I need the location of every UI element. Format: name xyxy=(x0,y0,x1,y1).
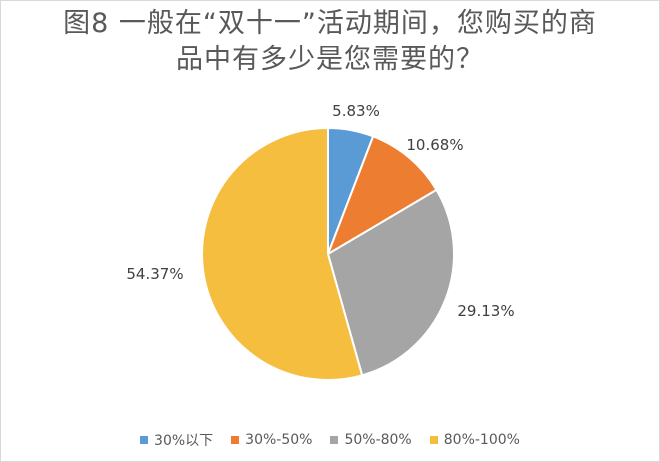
legend-swatch-4 xyxy=(429,436,438,444)
legend-item-3: 50%-80% xyxy=(330,430,412,450)
chart-title-line-2: 品中有多少是您需要的？ xyxy=(176,44,484,75)
pie-slice-2 xyxy=(326,135,438,257)
legend-swatch-2 xyxy=(231,436,240,444)
legend-swatch-3 xyxy=(330,436,339,444)
legend-item-1: 30%以下 xyxy=(140,430,213,450)
pie-data-label-3: 29.13% xyxy=(457,302,514,320)
legend-label-3: 50%-80% xyxy=(344,432,412,448)
pie-slice-4 xyxy=(201,126,364,381)
pie-data-label-4: 54.37% xyxy=(126,265,183,283)
legend-swatch-1 xyxy=(140,436,149,444)
chart-title: 图8 一般在“双十一”活动期间，您购买的商 品中有多少是您需要的？ xyxy=(0,6,660,78)
chart-title-line-1: 图8 一般在“双十一”活动期间，您购买的商 xyxy=(63,8,597,39)
legend-label-2: 30%-50% xyxy=(245,432,313,448)
pie-slice-3 xyxy=(326,188,455,377)
chart-legend: 30%以下 30%-50% 50%-80% 80%-100% xyxy=(0,430,660,450)
pie-slices xyxy=(201,126,455,381)
legend-item-2: 30%-50% xyxy=(231,430,312,450)
legend-item-4: 80%-100% xyxy=(429,430,520,450)
legend-label-4: 80%-100% xyxy=(443,432,520,448)
pie-labels: 5.83% 10.68% 29.13% 54.37% xyxy=(126,102,514,320)
pie-data-label-1: 5.83% xyxy=(332,102,380,120)
pie-data-label-2: 10.68% xyxy=(406,136,463,154)
legend-label-1: 30%以下 xyxy=(154,433,214,449)
